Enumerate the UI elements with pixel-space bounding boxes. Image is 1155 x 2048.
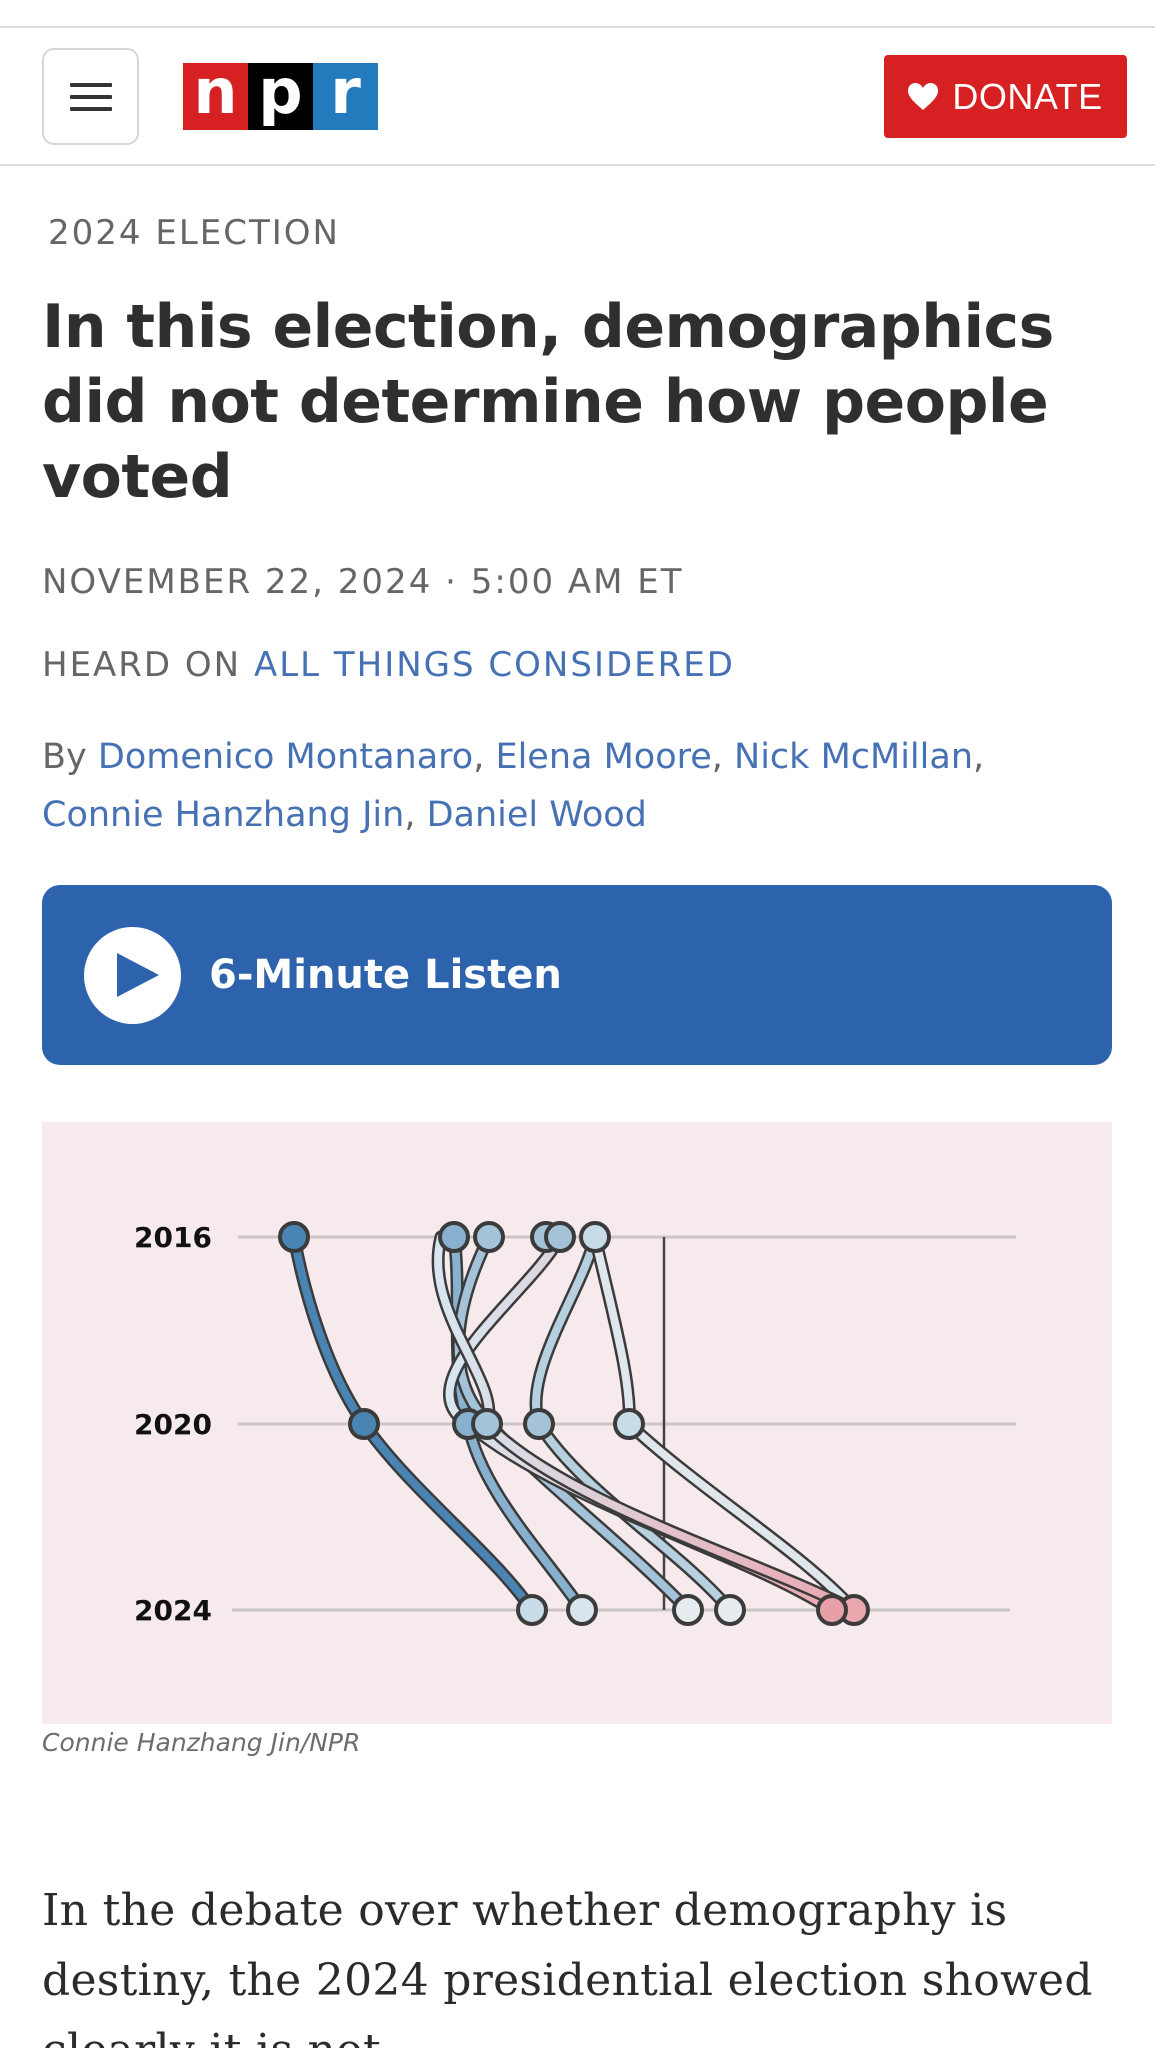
- logo-letter-n: n: [183, 60, 248, 130]
- data-point: [613, 1408, 645, 1440]
- data-point: [714, 1594, 746, 1626]
- dots-2016: [278, 1221, 611, 1253]
- donate-label: DONATE: [952, 75, 1103, 117]
- year-label-2024: 2024: [134, 1594, 212, 1627]
- data-point: [566, 1594, 598, 1626]
- heart-icon: [908, 82, 939, 110]
- byline-prefix: By: [42, 737, 87, 777]
- browser-top-strip: [0, 0, 1155, 28]
- data-point: [523, 1408, 555, 1440]
- dots-2024: [516, 1594, 870, 1626]
- dots-2020: [348, 1408, 645, 1440]
- image-credit: Connie Hanzhang Jin/NPR: [42, 1728, 361, 1757]
- year-label-2016: 2016: [134, 1221, 212, 1254]
- data-point: [516, 1594, 548, 1626]
- section-kicker[interactable]: 2024 ELECTION: [48, 213, 340, 253]
- menu-button[interactable]: [42, 48, 139, 145]
- play-icon: [116, 953, 159, 997]
- author-link[interactable]: Domenico Montanaro: [97, 737, 474, 777]
- byline: By Domenico Montanaro, Elena Moore, Nick…: [42, 737, 985, 835]
- listen-label: 6-Minute Listen: [209, 952, 562, 998]
- donate-button[interactable]: DONATE: [884, 55, 1127, 138]
- body-paragraph: In the debate over whether demography is…: [42, 1885, 1093, 2048]
- data-point: [348, 1408, 380, 1440]
- data-point: [471, 1408, 503, 1440]
- data-point: [473, 1221, 505, 1253]
- site-header: n p r DONATE: [0, 30, 1155, 166]
- logo-letter-p: p: [248, 60, 313, 130]
- data-point: [544, 1221, 576, 1253]
- author-link[interactable]: Daniel Wood: [426, 795, 647, 835]
- author-link[interactable]: Nick McMillan: [734, 737, 974, 777]
- heard-on-prefix: HEARD ON: [42, 645, 242, 685]
- trajectory-line: [591, 1233, 858, 1614]
- author-link[interactable]: Elena Moore: [495, 737, 712, 777]
- data-point: [816, 1594, 848, 1626]
- hamburger-menu-icon: [69, 82, 112, 111]
- article-dateline: NOVEMBER 22, 2024 · 5:00 AM ET: [42, 562, 684, 602]
- lead-graphic: 2016 2020 2024: [42, 1122, 1112, 1724]
- data-point: [579, 1221, 611, 1253]
- data-point: [672, 1594, 704, 1626]
- vote-shift-graphic: 2016 2020 2024: [134, 1221, 1016, 1627]
- play-button[interactable]: [84, 926, 181, 1024]
- listen-button[interactable]: 6-Minute Listen: [42, 885, 1112, 1065]
- data-point: [278, 1221, 310, 1253]
- year-label-2020: 2020: [134, 1408, 212, 1441]
- data-point: [438, 1221, 470, 1253]
- npr-logo[interactable]: n p r: [183, 60, 378, 130]
- heard-on-line: HEARD ON ALL THINGS CONSIDERED: [42, 645, 735, 685]
- author-link[interactable]: Connie Hanzhang Jin: [42, 795, 405, 835]
- logo-letter-r: r: [313, 60, 378, 130]
- show-link[interactable]: ALL THINGS CONSIDERED: [253, 645, 735, 685]
- trajectory-line: [434, 1233, 858, 1614]
- article-headline: In this election, demographics did not d…: [42, 292, 1054, 512]
